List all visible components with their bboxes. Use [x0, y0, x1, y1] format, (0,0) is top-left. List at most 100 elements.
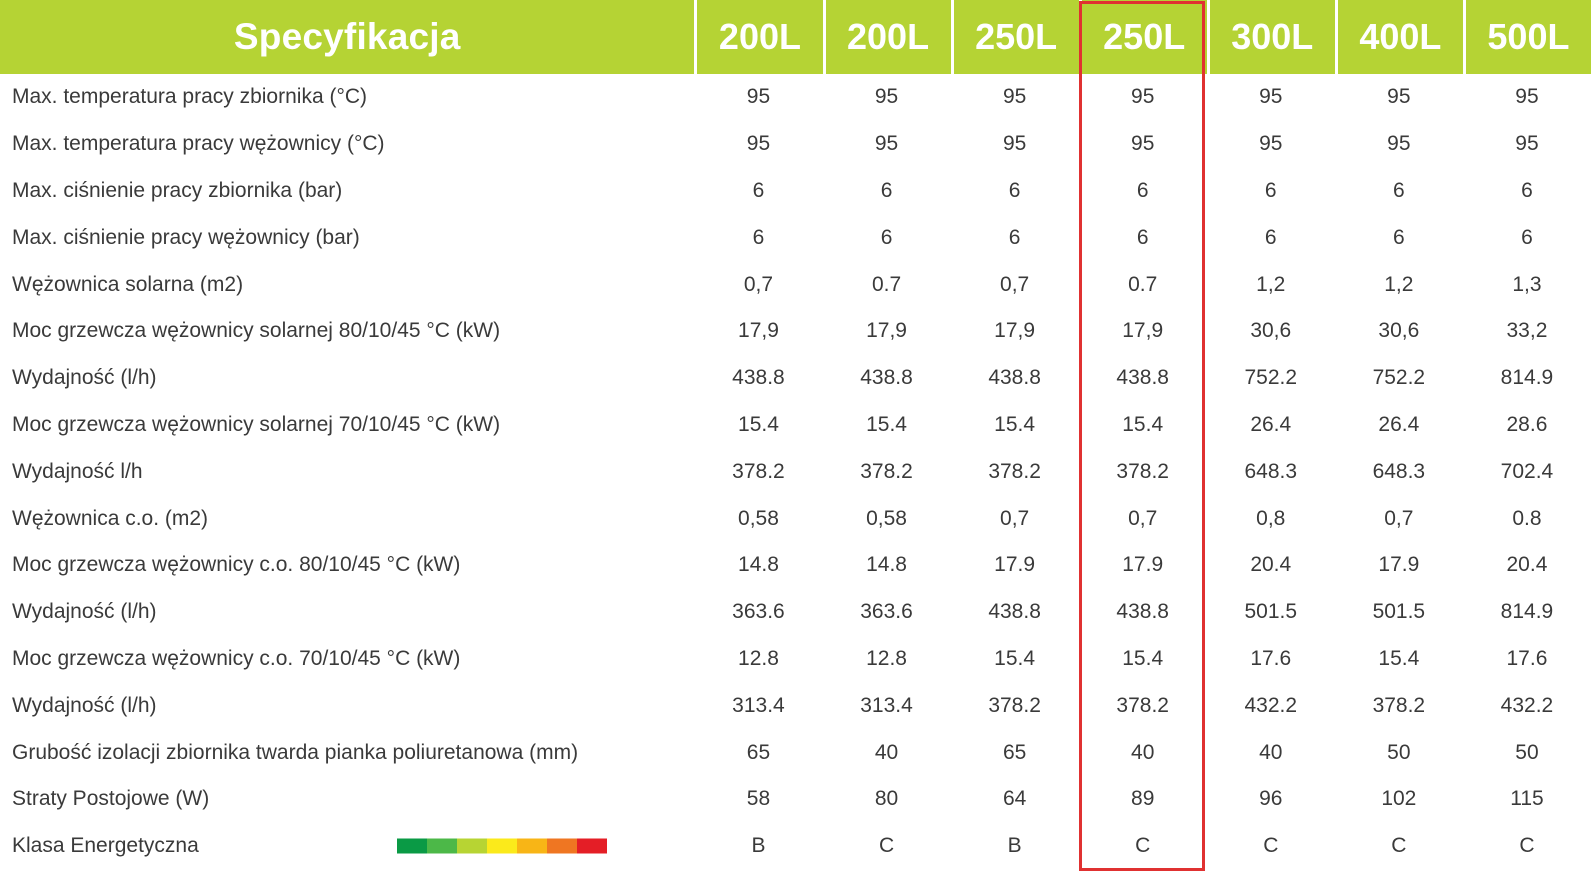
value-cell: 20.4: [1506, 553, 1548, 577]
value-cell: 33,2: [1506, 319, 1548, 343]
row-label: Max. temperatura pracy zbiornika (°C): [0, 74, 694, 121]
value-cell: 6: [1008, 178, 1021, 202]
value-cell: 378.2: [1116, 693, 1169, 717]
value-cell: 0,7: [743, 272, 774, 296]
header-specyfikacja: Specyfikacja: [0, 0, 695, 74]
value-cell: 0,7: [1000, 506, 1030, 530]
row-label-text: Wydajność (l/h): [12, 693, 157, 717]
table-row: Moc grzewcza wężownicy c.o. 70/10/45 °C …: [0, 636, 1591, 683]
value-cell: 95: [1387, 132, 1411, 156]
value-cell: 96: [1259, 787, 1283, 811]
value-cell: 14.8: [738, 553, 779, 577]
value-cell: 15.4: [738, 412, 779, 436]
value-cell: 0,7: [1384, 506, 1414, 530]
table-row: Moc grzewcza wężownicy solarnej 70/10/45…: [0, 402, 1591, 449]
row-label-text: Moc grzewcza wężownicy c.o. 70/10/45 °C …: [12, 646, 461, 670]
value-cell: 6: [880, 178, 893, 202]
value-cell: 17.6: [1250, 646, 1292, 670]
row-label: Wężownica solarna (m2): [0, 261, 694, 308]
value-cell: 1,2: [1256, 272, 1286, 296]
value-cell: 95: [746, 132, 771, 156]
value-cell: 432.2: [1500, 693, 1554, 717]
value-cell: 6: [1521, 225, 1533, 249]
value-cell: 0,8: [1256, 506, 1286, 530]
value-cell: 17,9: [994, 319, 1036, 343]
value-cell: 95: [1131, 85, 1155, 109]
value-cell: 6: [1393, 178, 1405, 202]
value-cell: 438.8: [860, 366, 913, 390]
value-cell: 95: [1259, 132, 1283, 156]
value-cell: 95: [1515, 132, 1539, 156]
header-column: 200L: [694, 0, 823, 74]
value-cell: 30,6: [1250, 319, 1292, 343]
table-row: Wydajność (l/h) 313.4 313.4 378.2 378.2 432.2…: [0, 682, 1591, 729]
value-cell: 95: [1002, 85, 1027, 109]
value-cell: 30,6: [1378, 319, 1420, 343]
value-cell: 501.5: [1244, 600, 1298, 624]
value-cell: 40: [1131, 740, 1155, 764]
value-cell: 6: [1264, 225, 1277, 249]
value-cell: B: [751, 834, 766, 858]
value-cell: 40: [874, 740, 899, 764]
row-label: Wężownica c.o. (m2): [0, 495, 694, 542]
value-cell: 501.5: [1372, 600, 1426, 624]
row-label-text: Wydajność (l/h): [12, 600, 157, 624]
energy-scale-segment: [487, 838, 517, 854]
value-cell: 17.6: [1506, 646, 1548, 670]
value-cell: 95: [1259, 85, 1283, 109]
value-cell: 752.2: [1372, 366, 1426, 390]
value-cell: 14.8: [866, 553, 907, 577]
value-cell: 438.8: [732, 366, 785, 390]
value-cell: 26.4: [1378, 412, 1420, 436]
value-cell: 6: [1393, 225, 1405, 249]
value-cell: C: [1519, 834, 1535, 858]
value-cell: 95: [1387, 85, 1411, 109]
value-cell: 20.4: [1250, 553, 1292, 577]
value-cell: 40: [1259, 740, 1283, 764]
table-row: Max. ciśnienie pracy wężownicy (bar) 6 6 6 6…: [0, 214, 1591, 261]
value-cell: 438.8: [988, 366, 1041, 390]
value-cell: 15.4: [1378, 646, 1420, 670]
row-label-text: Wężownica solarna (m2): [12, 272, 244, 296]
energy-scale-segment: [457, 838, 487, 854]
value-cell: 95: [1131, 132, 1155, 156]
table-row: Wężownica solarna (m2) 0,7 0.7 0,7 0.7 1,2 1,2…: [0, 261, 1591, 308]
row-label: Max. ciśnienie pracy wężownicy (bar): [0, 214, 694, 261]
value-cell: 12.8: [738, 646, 779, 670]
value-cell: 0.8: [1512, 506, 1542, 530]
value-cell: 17,9: [866, 319, 907, 343]
value-cell: 95: [746, 85, 771, 109]
value-cell: 438.8: [988, 600, 1041, 624]
row-label: Wydajność (l/h): [0, 682, 694, 729]
value-cell: 814.9: [1500, 366, 1554, 390]
row-label: Moc grzewcza wężownicy c.o. 80/10/45 °C …: [0, 542, 694, 589]
table-row: Max. temperatura pracy wężownicy (°C) 95 9…: [0, 121, 1591, 168]
value-cell: 363.6: [860, 600, 913, 624]
value-cell: 438.8: [1116, 600, 1169, 624]
table-row: Max. ciśnienie pracy zbiornika (bar) 6 6 6 6…: [0, 168, 1591, 215]
row-label-text: Max. ciśnienie pracy zbiornika (bar): [12, 178, 343, 202]
header-column: 250L: [950, 0, 1079, 74]
table-row: Wężownica c.o. (m2) 0,58 0,58 0,7 0,7 0,8 0,7 0…: [0, 495, 1591, 542]
value-cell: 378.2: [1372, 693, 1426, 717]
value-cell: 363.6: [732, 600, 785, 624]
value-cell: 814.9: [1500, 600, 1554, 624]
value-cell: 15.4: [1122, 412, 1164, 436]
value-cell: 313.4: [860, 693, 913, 717]
row-label-text: Grubość izolacji zbiornika twarda pianka…: [12, 740, 579, 764]
value-cell: 65: [1002, 740, 1027, 764]
value-cell: 102: [1381, 787, 1417, 811]
value-cell: 378.2: [988, 693, 1041, 717]
value-cell: 80: [874, 787, 899, 811]
value-cell: 64: [1002, 787, 1027, 811]
row-label: Straty Postojowe (W): [0, 776, 694, 823]
value-cell: 95: [874, 85, 899, 109]
header-row: Specyfikacja 200L 200L 250L 250L 300L 40…: [0, 0, 1591, 74]
value-cell: 313.4: [732, 693, 785, 717]
value-cell: 648.3: [1244, 459, 1298, 483]
row-label-text: Wydajność (l/h): [12, 366, 157, 390]
energy-class-scale: [397, 838, 607, 854]
row-label: Moc grzewcza wężownicy c.o. 70/10/45 °C …: [0, 636, 694, 683]
value-cell: 28.6: [1506, 412, 1548, 436]
table-row: Wydajność l/h 378.2 378.2 378.2 378.2 648.3 64…: [0, 448, 1591, 495]
